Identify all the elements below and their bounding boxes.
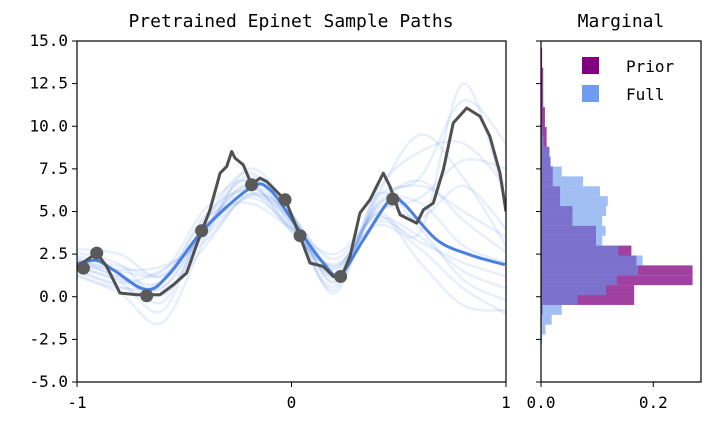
histogram-bar-full xyxy=(541,186,600,197)
histogram-bar-full xyxy=(541,225,606,236)
y-tick-label: -2.5 xyxy=(29,329,68,348)
histogram-bar-full xyxy=(541,265,639,276)
y-tick-label: 15.0 xyxy=(29,31,68,50)
histogram-bar-prior xyxy=(541,67,544,78)
histogram-bar-full xyxy=(541,156,551,167)
histogram-bar-full xyxy=(541,206,607,216)
y-tick-label: -5.0 xyxy=(29,372,68,391)
histogram-bar-prior xyxy=(541,107,545,118)
observation-point xyxy=(195,224,209,238)
observation-point xyxy=(386,192,400,206)
histogram-bar-full xyxy=(541,146,550,157)
sample-path-line xyxy=(77,82,506,279)
histogram-bar-prior xyxy=(541,87,544,98)
histogram-bar-prior xyxy=(541,77,544,88)
observation-point xyxy=(334,269,348,283)
sample-path-line xyxy=(77,201,506,290)
marginal-title: Marginal xyxy=(578,11,665,32)
sample-path-line xyxy=(77,171,506,314)
histogram-bar-full xyxy=(541,196,608,207)
histogram-bar-full xyxy=(541,245,619,256)
sample-path-line xyxy=(77,178,506,315)
legend-swatch-full xyxy=(582,85,599,102)
observation-point xyxy=(245,178,259,192)
histogram-bar-full xyxy=(541,324,546,335)
histogram-bar-prior xyxy=(541,117,545,127)
marginal-axes: 0.0 0.2 xyxy=(527,40,702,412)
histogram-bar-prior xyxy=(541,295,635,305)
y-tick-label: 0.0 xyxy=(39,287,68,306)
observation-point xyxy=(293,229,307,243)
true-function-line xyxy=(77,106,506,297)
histogram-bar-full xyxy=(541,126,543,137)
y-tick-label: 7.5 xyxy=(39,159,68,178)
observation-point xyxy=(278,193,292,207)
x-tick-label: -1 xyxy=(67,393,86,412)
histogram-bar-full xyxy=(541,136,544,147)
histogram-bar-full xyxy=(541,285,607,296)
sample-path-line xyxy=(77,189,506,291)
y-tick-label: 2.5 xyxy=(39,244,68,263)
x-tick-label: 1 xyxy=(501,393,511,412)
histogram-bar-full xyxy=(541,235,603,246)
mean-line xyxy=(77,182,506,292)
histogram-bar-full xyxy=(541,295,578,305)
main-title: Pretrained Epinet Sample Paths xyxy=(128,11,453,32)
observation-point xyxy=(76,261,90,275)
histogram-bar-prior xyxy=(541,97,544,108)
legend-swatch-prior xyxy=(582,57,599,74)
observation-point xyxy=(140,289,154,303)
y-tick-label: 12.5 xyxy=(29,74,68,93)
marginal-x-tick-label: 0.0 xyxy=(527,393,556,412)
observation-point xyxy=(90,246,104,260)
histogram-bar-full xyxy=(541,166,562,177)
histogram-bar-full xyxy=(541,304,562,315)
histogram-bar-full xyxy=(541,275,617,286)
plot-area xyxy=(77,82,506,326)
histogram-bar-full xyxy=(541,255,643,266)
histogram-bar-full xyxy=(541,215,603,226)
legend: Prior Full xyxy=(582,57,675,104)
y-tick-label: 5.0 xyxy=(39,202,68,221)
x-tick-label: 0 xyxy=(287,393,297,412)
histogram-bar-full xyxy=(541,176,584,187)
legend-label-prior: Prior xyxy=(626,57,675,76)
histogram-bar-prior xyxy=(541,126,547,137)
legend-label-full: Full xyxy=(626,85,665,104)
marginal-x-tick-label: 0.2 xyxy=(639,393,668,412)
sample-path-line xyxy=(77,186,506,293)
main-axes: -5.0 -2.5 0.0 2.5 5.0 7.5 10.0 12.5 15.0 -1 0 1 xyxy=(29,31,510,412)
y-tick-label: 10.0 xyxy=(29,116,68,135)
histogram-bar-full xyxy=(541,314,552,325)
